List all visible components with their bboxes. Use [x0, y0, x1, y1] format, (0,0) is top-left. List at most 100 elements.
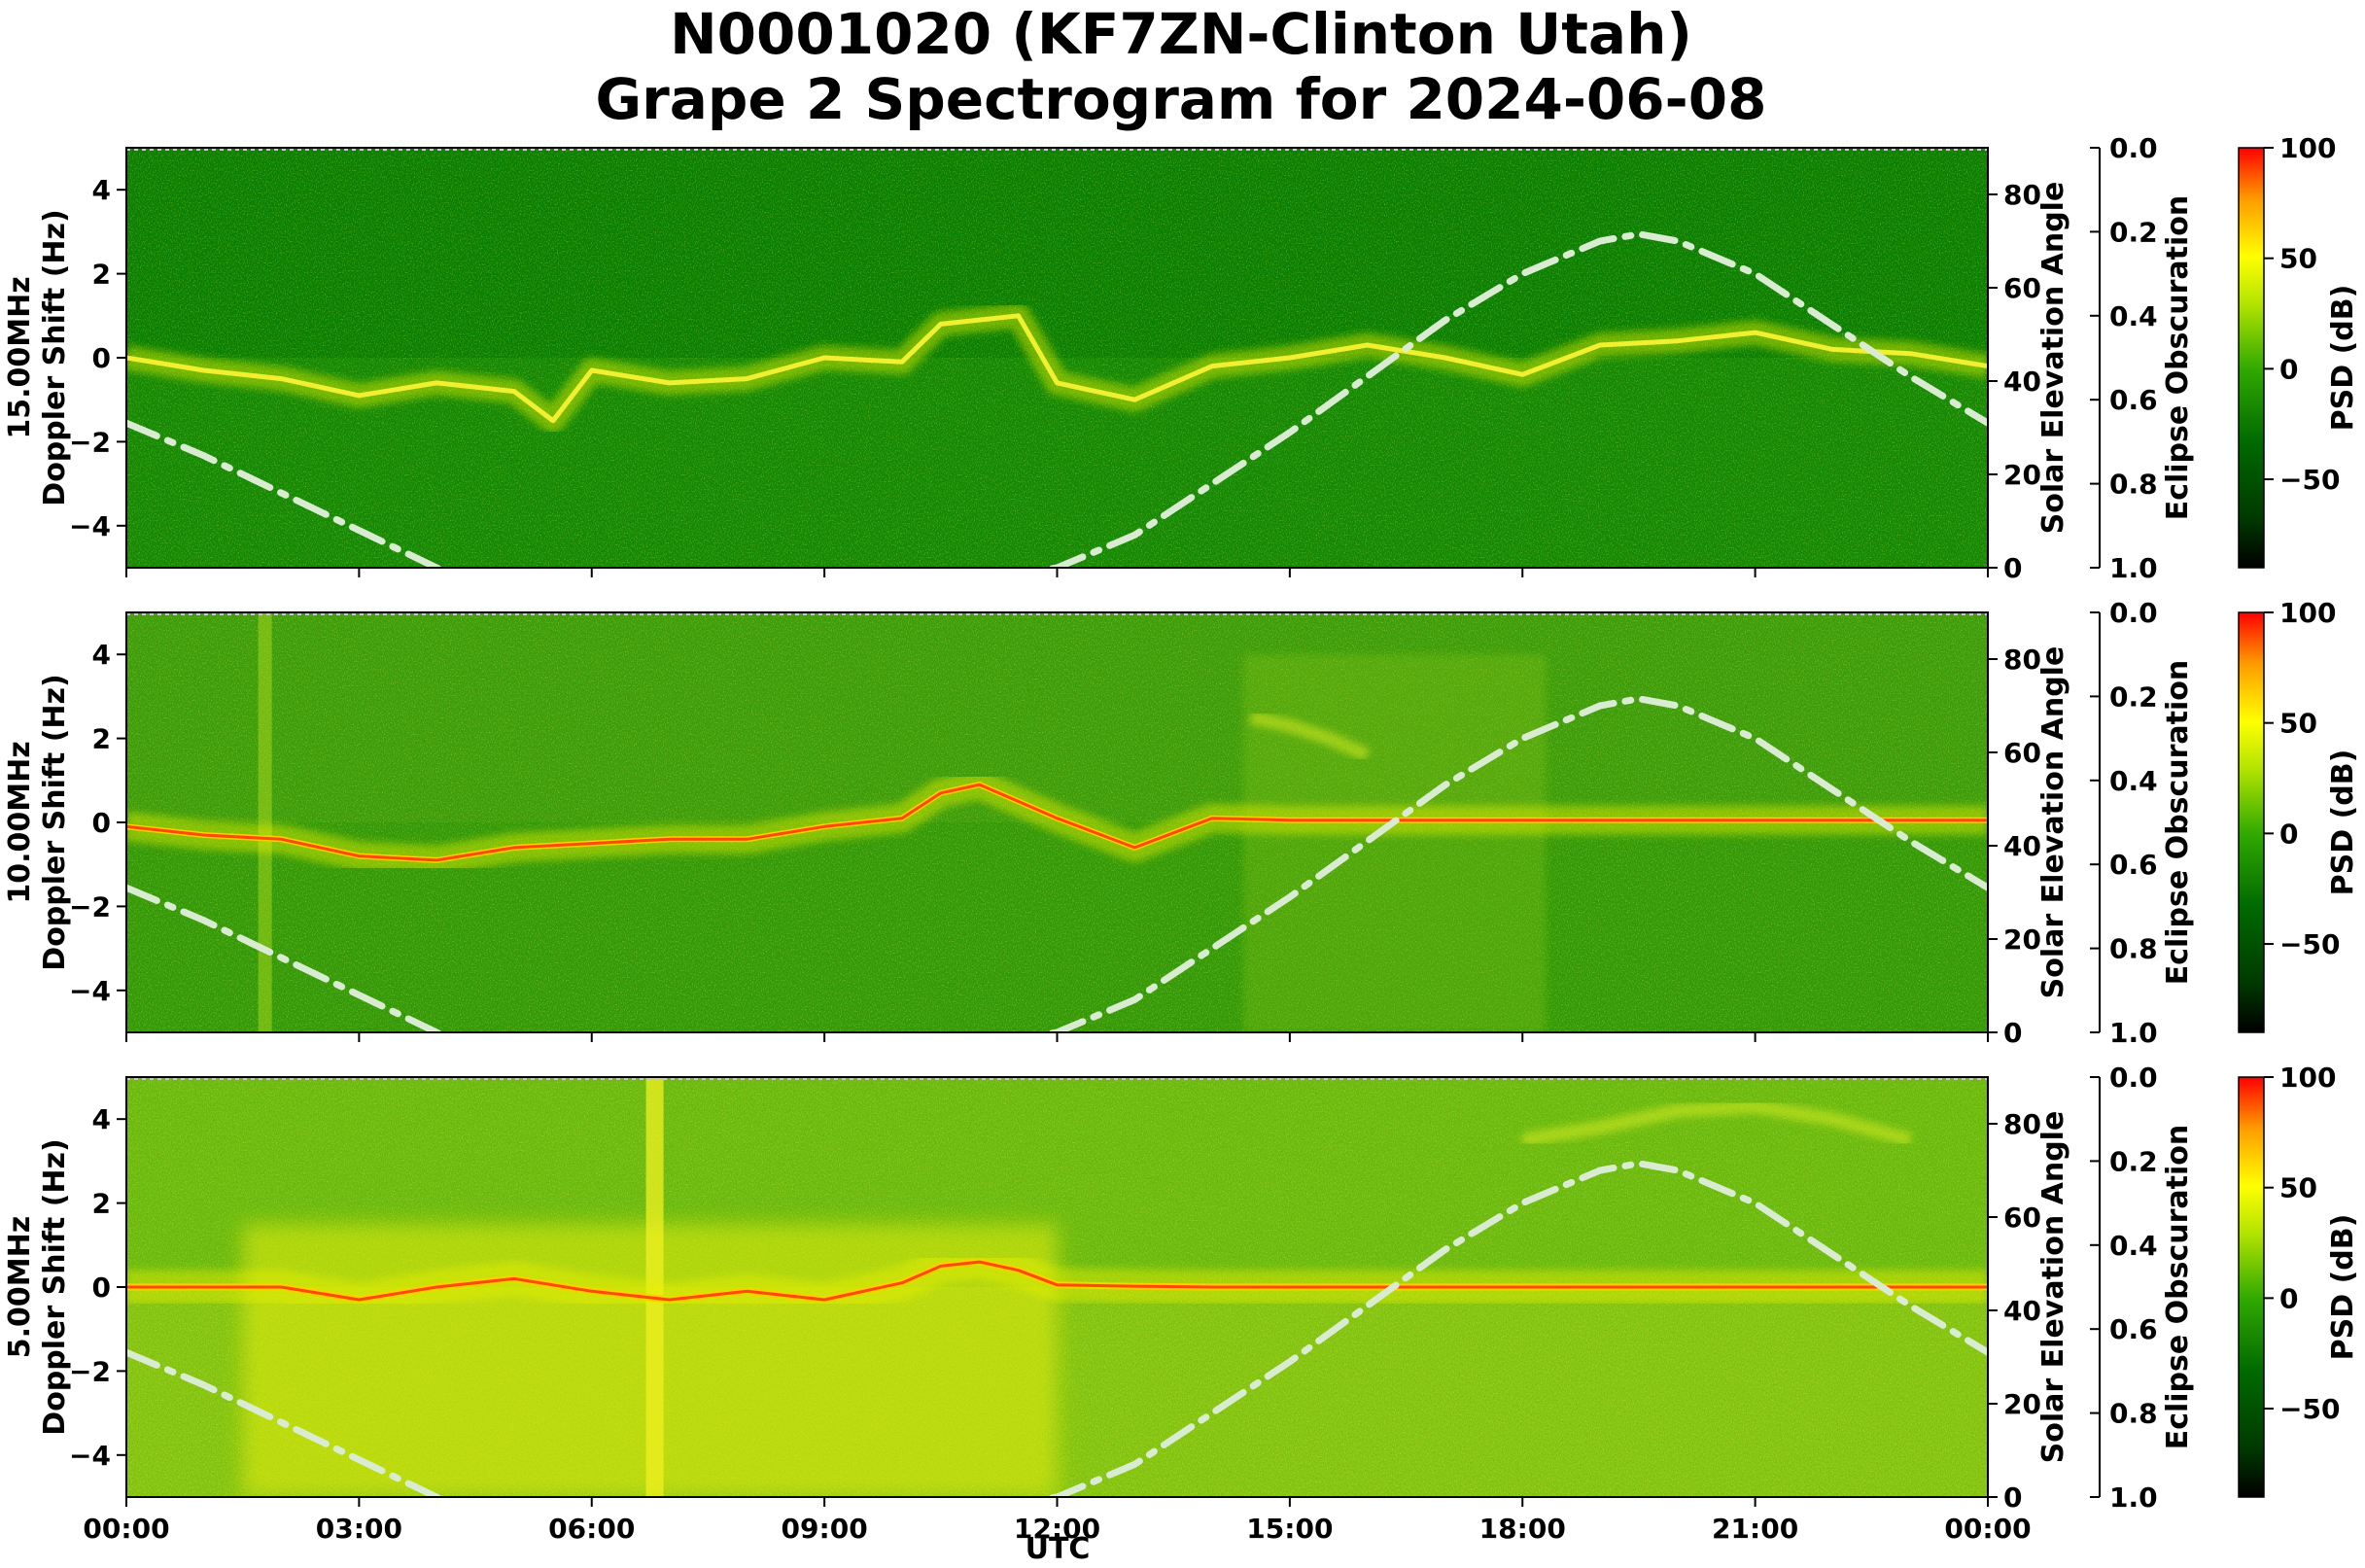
solar-tick-label: 80 — [2003, 179, 2041, 211]
eclipse-tick-label: 0.6 — [2109, 1313, 2158, 1345]
y-tick-label: 0 — [92, 807, 111, 839]
colorbar-tick-label: 50 — [2279, 1172, 2317, 1204]
eclipse-tick-label: 0.8 — [2109, 469, 2158, 501]
eclipse-tick-label: 0.8 — [2109, 1398, 2158, 1430]
x-tick-label: 00:00 — [83, 1513, 169, 1545]
panel-15.00MHz: 420−2−415.00MHz Doppler Shift (Hz)8060402… — [3, 132, 2360, 584]
solar-tick-label: 80 — [2003, 644, 2041, 676]
x-axis-label: UTC — [1026, 1532, 1091, 1566]
x-tick-label: 21:00 — [1712, 1513, 1798, 1545]
x-tick-label: 03:00 — [316, 1513, 402, 1545]
figure-title-line1: N0001020 (KF7ZN-Clinton Utah) — [670, 1, 1692, 67]
solar-elevation-label: Solar Elevation Angle — [2036, 646, 2070, 999]
y-tick-label: 4 — [92, 639, 111, 671]
solar-tick-label: 60 — [2003, 272, 2041, 304]
eclipse-obscuration-label: Eclipse Obscuration — [2161, 1125, 2195, 1450]
colorbar-tick-label: 0 — [2279, 353, 2298, 385]
colorbar-tick-label: 100 — [2279, 597, 2336, 629]
colorbar — [2238, 1076, 2265, 1498]
solar-tick-label: 0 — [2003, 1017, 2022, 1049]
y-tick-label: 2 — [92, 259, 111, 291]
y-tick-label: −4 — [69, 510, 111, 542]
x-tick-label: 06:00 — [548, 1513, 635, 1545]
solar-elevation-curve — [126, 230, 1988, 568]
upper-signal-trace — [1521, 1099, 1913, 1147]
colorbar-tick-label: 50 — [2279, 243, 2317, 275]
eclipse-obscuration-label: Eclipse Obscuration — [2161, 195, 2195, 521]
solar-tick-label: 80 — [2003, 1108, 2041, 1140]
colorbar-tick-label: 100 — [2279, 132, 2336, 164]
y-tick-label: −2 — [69, 890, 111, 923]
figure-title-line2: Grape 2 Spectrogram for 2024-06-08 — [596, 66, 1767, 132]
x-tick-label: 12:00 — [1014, 1513, 1100, 1545]
y-tick-label: 0 — [92, 342, 111, 374]
panel-5.00MHz: 420−2−45.00MHz Doppler Shift (Hz)80604020… — [3, 1062, 2360, 1545]
x-tick-label: 18:00 — [1479, 1513, 1566, 1545]
eclipse-tick-label: 0.0 — [2109, 597, 2158, 629]
eclipse-tick-label: 0.6 — [2109, 849, 2158, 881]
y-tick-label: −4 — [69, 1440, 111, 1472]
y-axis-label-frequency: 10.00MHz — [3, 741, 37, 903]
solar-elevation-label: Solar Elevation Angle — [2036, 182, 2070, 535]
colorbar-tick-label: 0 — [2279, 818, 2298, 850]
colorbar-tick-label: 100 — [2279, 1062, 2336, 1094]
signal-trace — [126, 313, 1988, 424]
eclipse-obscuration-label: Eclipse Obscuration — [2161, 660, 2195, 986]
colorbar — [2238, 147, 2265, 569]
solar-elevation-curve — [126, 1160, 1988, 1497]
y-axis-label-doppler: Doppler Shift (Hz) — [38, 1138, 72, 1435]
solar-tick-label: 20 — [2003, 1388, 2041, 1420]
colorbar — [2238, 611, 2265, 1033]
x-tick-label: 00:00 — [1944, 1513, 2031, 1545]
y-tick-label: 4 — [92, 174, 111, 206]
spectrogram-area — [126, 612, 1988, 1032]
eclipse-tick-label: 0.0 — [2109, 132, 2158, 164]
vertical-streak-region — [1243, 654, 1547, 1032]
eclipse-tick-label: 0.6 — [2109, 384, 2158, 416]
y-tick-label: 2 — [92, 723, 111, 755]
colorbar-tick-label: 0 — [2279, 1282, 2298, 1314]
colorbar-label: PSD (dB) — [2326, 749, 2360, 896]
eclipse-tick-label: 1.0 — [2109, 1481, 2158, 1514]
y-axis-label-doppler: Doppler Shift (Hz) — [38, 674, 72, 970]
y-tick-label: 0 — [92, 1272, 111, 1304]
solar-tick-label: 20 — [2003, 459, 2041, 491]
upper-signal-trace — [1249, 711, 1371, 762]
y-tick-label: 4 — [92, 1103, 111, 1135]
eclipse-tick-label: 1.0 — [2109, 1017, 2158, 1049]
eclipse-tick-label: 1.0 — [2109, 552, 2158, 584]
vertical-streak — [258, 612, 272, 1032]
eclipse-tick-label: 0.8 — [2109, 933, 2158, 965]
y-tick-label: 2 — [92, 1188, 111, 1220]
y-axis-label-frequency: 15.00MHz — [3, 276, 37, 438]
eclipse-tick-label: 0.2 — [2109, 1145, 2158, 1177]
solar-tick-label: 0 — [2003, 1481, 2022, 1514]
colorbar-label: PSD (dB) — [2326, 285, 2360, 432]
solar-tick-label: 40 — [2003, 366, 2041, 398]
solar-elevation-curve — [126, 695, 1988, 1032]
solar-elevation-label: Solar Elevation Angle — [2036, 1111, 2070, 1464]
colorbar-tick-label: −50 — [2279, 928, 2340, 960]
solar-tick-label: 0 — [2003, 552, 2022, 584]
y-tick-label: −2 — [69, 426, 111, 458]
signal-trace-core — [126, 783, 1988, 862]
solar-tick-label: 40 — [2003, 830, 2041, 862]
eclipse-tick-label: 0.4 — [2109, 765, 2158, 797]
colorbar-tick-label: −50 — [2279, 1393, 2340, 1425]
spectrogram-noise-dark — [126, 148, 1988, 568]
solar-tick-label: 60 — [2003, 737, 2041, 769]
panel-10.00MHz: 420−2−410.00MHz Doppler Shift (Hz)8060402… — [3, 597, 2360, 1049]
eclipse-tick-label: 0.2 — [2109, 216, 2158, 248]
y-axis-label-frequency: 5.00MHz — [3, 1216, 37, 1358]
spectrogram-area — [126, 148, 1988, 568]
solar-tick-label: 20 — [2003, 923, 2041, 956]
eclipse-tick-label: 0.2 — [2109, 680, 2158, 713]
x-tick-label: 09:00 — [782, 1513, 868, 1545]
signal-trace-core — [126, 1260, 1988, 1302]
colorbar-tick-label: 50 — [2279, 708, 2317, 740]
colorbar-tick-label: −50 — [2279, 464, 2340, 496]
y-tick-label: −4 — [69, 975, 111, 1007]
solar-tick-label: 40 — [2003, 1295, 2041, 1327]
eclipse-tick-label: 0.0 — [2109, 1062, 2158, 1094]
